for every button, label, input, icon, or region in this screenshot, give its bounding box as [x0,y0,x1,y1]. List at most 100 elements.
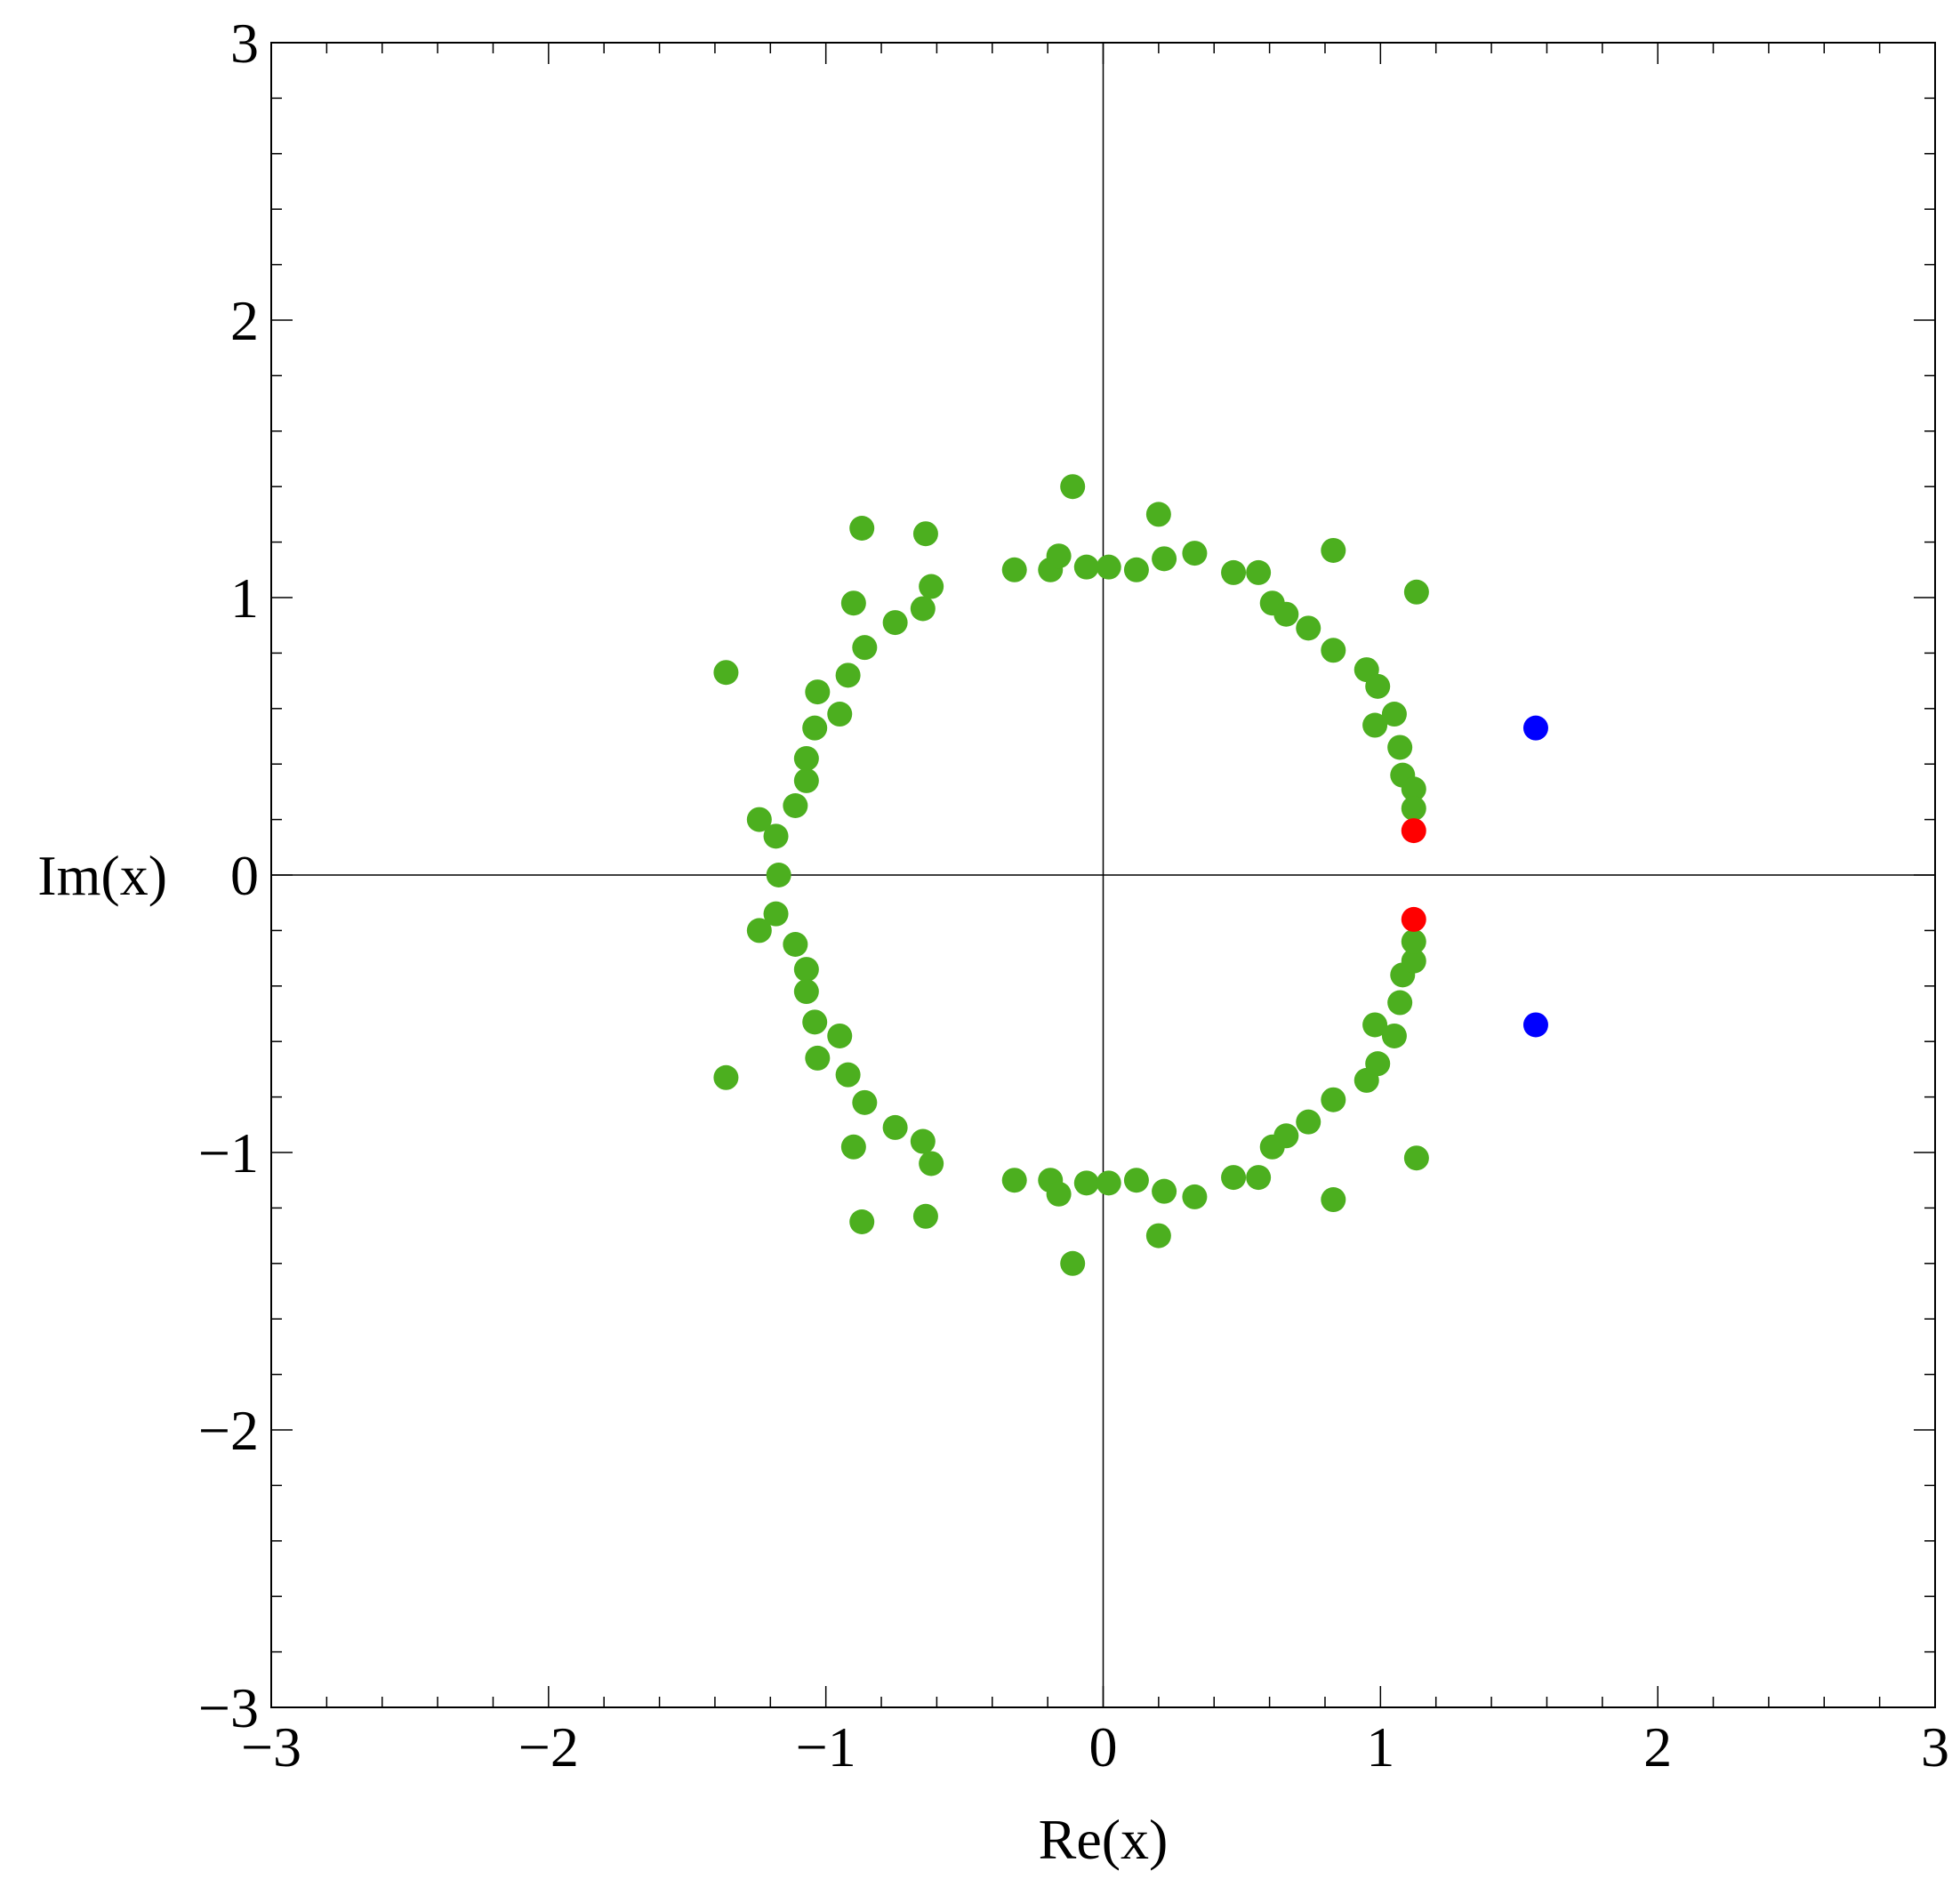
data-point [1221,1165,1247,1191]
data-point [1522,715,1548,741]
data-point [852,1089,878,1115]
data-point [827,702,853,727]
data-point [882,610,908,636]
data-point [793,745,819,771]
data-point [1401,776,1426,802]
data-point [1273,1123,1299,1149]
data-point [1403,1145,1429,1171]
data-point [1123,557,1149,582]
data-point [1362,1012,1388,1038]
data-point [1296,615,1321,641]
data-point [783,793,808,818]
data-point [912,521,938,547]
data-point [882,1114,908,1140]
data-point [1001,1168,1027,1193]
data-point [1387,735,1413,760]
data-point [840,1134,866,1160]
data-point [910,596,936,622]
data-point [1321,537,1346,563]
data-points [713,474,1548,1276]
y-tick-label: 2 [230,289,259,352]
data-point [1152,1178,1177,1204]
data-point [1073,1170,1099,1196]
data-point [1221,559,1247,585]
data-point [910,1128,936,1154]
data-point [763,901,789,927]
y-tick-label: −3 [198,1676,259,1739]
data-point [793,957,819,983]
data-point [713,660,739,686]
y-tick-labels: −3 −2 −1 0 1 2 3 [198,12,259,1739]
data-point [1365,1051,1391,1077]
x-tick-label: −3 [241,1715,301,1779]
data-point [1182,1184,1208,1209]
data-point [1381,1023,1407,1048]
data-point [763,823,789,849]
x-tick-label: −1 [796,1715,856,1779]
data-point [827,1023,853,1048]
data-point [1401,948,1426,974]
x-axis-label: Re(x) [1039,1808,1169,1871]
y-tick-label: 3 [230,12,259,75]
data-point [1401,906,1426,932]
data-point [1273,601,1299,627]
data-point [746,807,772,832]
data-point [1401,796,1426,822]
data-point [1387,990,1413,1016]
data-point [1182,541,1208,566]
x-tick-label: 2 [1643,1715,1672,1779]
data-point [1073,554,1099,580]
y-tick-label: 0 [230,844,259,907]
data-point [1296,1109,1321,1135]
data-point [849,516,875,541]
data-point [1060,1250,1086,1276]
data-point [1123,1168,1149,1193]
data-point [849,1209,875,1234]
data-point [852,635,878,661]
data-point [805,679,831,705]
data-point [793,767,819,793]
data-point [1096,554,1121,580]
data-point [1321,1187,1346,1213]
data-point [835,1062,861,1088]
x-tick-label: 0 [1089,1715,1118,1779]
y-tick-label: −2 [198,1399,259,1462]
data-point [1001,557,1027,582]
data-point [1246,1165,1272,1191]
data-point [1096,1170,1121,1196]
data-point [713,1064,739,1090]
data-point [1321,1087,1346,1112]
data-point [1060,474,1086,500]
data-point [1401,818,1426,844]
data-point [840,590,866,616]
data-point [1152,546,1177,572]
y-axis-label: Im(x) [37,844,167,907]
data-point [919,1151,944,1176]
data-point [1246,559,1272,585]
data-point [793,979,819,1005]
data-point [1362,712,1388,738]
data-point [1145,502,1171,527]
y-tick-label: 1 [230,566,259,630]
x-tick-labels: −3 −2 −1 0 1 2 3 [241,1715,1949,1779]
data-point [802,1009,828,1035]
data-point [1046,1181,1072,1207]
data-point [783,932,808,957]
data-point [746,918,772,944]
data-point [919,574,944,599]
data-point [1365,673,1391,699]
x-tick-label: 3 [1921,1715,1949,1779]
data-point [805,1045,831,1071]
data-point [1401,928,1426,954]
minor-ticks [270,42,1936,1708]
data-point [835,662,861,688]
y-tick-label: −1 [198,1121,259,1184]
data-point [912,1203,938,1229]
data-point [1145,1223,1171,1249]
data-point [1046,543,1072,569]
data-point [1321,638,1346,663]
data-point [1522,1012,1548,1038]
data-point [1403,579,1429,605]
x-tick-label: −2 [518,1715,579,1779]
